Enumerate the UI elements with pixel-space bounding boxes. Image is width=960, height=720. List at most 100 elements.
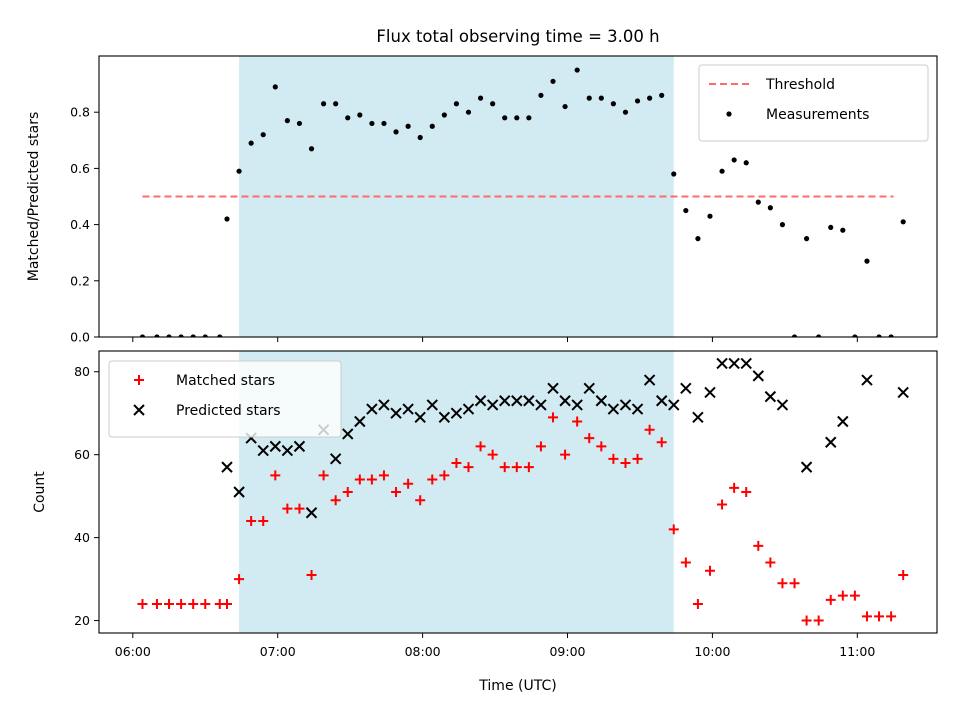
predicted-star-point (269, 440, 282, 453)
matched-star-point (777, 578, 788, 589)
matched-star-point (704, 565, 715, 576)
measurement-point (272, 84, 278, 90)
axes-frame (98, 350, 938, 634)
predicted-star-point (366, 403, 378, 415)
measurement-point (900, 219, 906, 225)
matched-star-point (294, 503, 305, 514)
predicted-star-point (692, 411, 704, 424)
measurement-point (864, 258, 870, 264)
x-tick-label: 07:00 (260, 644, 296, 659)
matched-star-point (535, 441, 546, 452)
predicted-star-point (607, 403, 620, 415)
matched-star-point (403, 478, 414, 489)
measurement-point (190, 334, 196, 337)
figure-title: Flux total observing time = 3.00 h (376, 27, 659, 46)
matched-star-point (861, 611, 872, 622)
measurement-point (719, 168, 725, 174)
measurement-point (562, 103, 568, 110)
measurement-point (647, 95, 653, 101)
matched-star-point (753, 540, 764, 551)
predicted-star-point (704, 386, 716, 399)
predicted-star-point (897, 386, 909, 399)
measurement-point (465, 109, 472, 115)
measurement-point (840, 227, 846, 233)
legend: Threshold Measurements (698, 64, 929, 142)
measurement-point (453, 101, 460, 107)
matched-star-point (668, 524, 679, 535)
x-axis-label: Time (UTC) (478, 678, 556, 694)
predicted-star-point (680, 382, 692, 395)
measurement-point (417, 134, 423, 141)
measurement-point (526, 115, 532, 121)
predicted-star-point (716, 357, 728, 370)
legend-entry-label: Measurements (766, 107, 869, 123)
matched-star-point (886, 611, 897, 622)
matched-star-point (306, 569, 317, 580)
measurement-point (178, 334, 184, 337)
matched-star-point (258, 516, 269, 527)
measurement-point (381, 120, 387, 127)
matched-star-point (644, 424, 655, 435)
legend-matched-swatch (134, 375, 144, 385)
predicted-star-point (583, 382, 595, 395)
measurement-point (477, 95, 484, 101)
x-tick-label: 09:00 (549, 644, 585, 659)
measurement-point (320, 101, 327, 107)
matched-star-point (176, 598, 187, 609)
predicted-star-point (233, 486, 245, 498)
predicted-star-point (414, 411, 426, 424)
predicted-star-point (257, 444, 269, 457)
matched-star-point (221, 598, 232, 609)
predicted-star-point (595, 395, 608, 407)
matched-star-point (378, 470, 389, 481)
legend-entry-label: Matched stars (176, 373, 275, 389)
matched-star-point (366, 474, 377, 485)
y-tick-label: 0.2 (70, 273, 90, 288)
predicted-star-point (764, 390, 777, 403)
predicted-star-point (535, 399, 547, 411)
measurement-point (429, 123, 435, 129)
matched-star-point (523, 462, 534, 473)
measurement-point (695, 236, 701, 242)
matched-star-point (765, 557, 776, 568)
matched-star-point (632, 453, 643, 464)
predicted-star-point (655, 395, 668, 407)
measurement-point (791, 334, 798, 337)
predicted-star-point (643, 374, 656, 386)
matched-star-point (164, 598, 175, 609)
y-tick-label: 60 (74, 447, 90, 462)
matched-star-point (898, 569, 909, 580)
measurement-point (767, 205, 773, 211)
predicted-star-point (293, 440, 306, 453)
measurement-point (260, 132, 266, 138)
legend-box (698, 64, 929, 142)
matched-star-point (680, 557, 691, 568)
predicted-star-point (378, 399, 390, 411)
measurement-point (357, 112, 363, 118)
measurement-point (852, 334, 858, 337)
predicted-star-point (438, 411, 451, 424)
count-panel: 20 40 60 80 06:00 07:00 08:00 09:00 10:00 11:00 Co… (32, 350, 938, 659)
matched-star-point (511, 462, 522, 473)
plot-area (137, 357, 909, 626)
measurement-point (333, 101, 339, 107)
measurement-point (634, 98, 641, 104)
y-axis-label: Count (32, 471, 48, 513)
measurement-point (236, 168, 242, 174)
predicted-star-point (486, 399, 499, 411)
measurement-point (574, 67, 580, 73)
y-tick-label: 80 (74, 364, 90, 379)
matched-star-point (548, 412, 559, 423)
x-tick-label: 10:00 (694, 644, 730, 659)
matched-star-point (415, 495, 426, 506)
legend: Matched stars Predicted stars (108, 360, 342, 438)
measurement-point (876, 334, 882, 337)
matched-star-point (560, 449, 571, 460)
matched-star-point (717, 499, 728, 510)
y-tick-label: 0.4 (70, 217, 90, 232)
predicted-star-point (571, 399, 583, 411)
matched-star-point (354, 474, 365, 485)
predicted-star-point (499, 395, 511, 407)
predicted-star-point (740, 357, 752, 370)
matched-star-point (874, 611, 885, 622)
